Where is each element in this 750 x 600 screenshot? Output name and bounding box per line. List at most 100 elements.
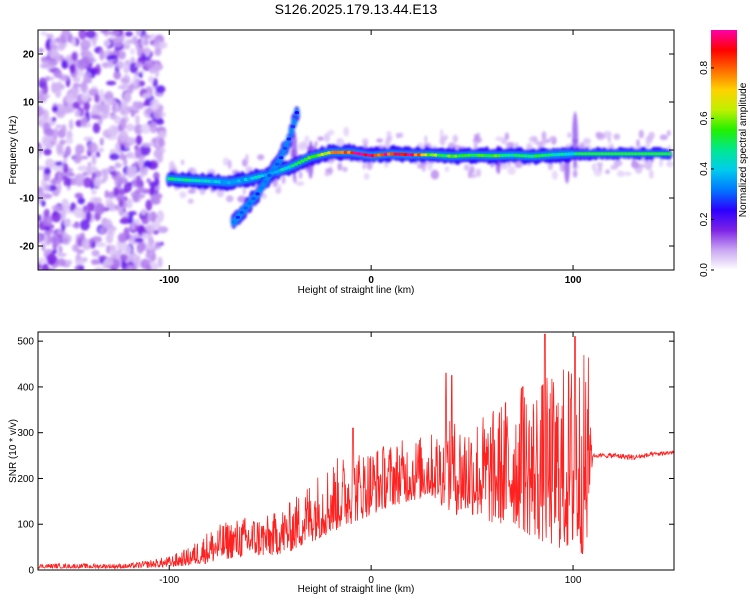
track-core-blob xyxy=(227,181,232,185)
track-core-blob xyxy=(173,177,179,181)
track-core-blob xyxy=(235,215,240,219)
noise-blob xyxy=(38,166,46,171)
noise-blob xyxy=(49,48,57,60)
noise-blob xyxy=(130,48,135,55)
noise-blob xyxy=(41,263,50,270)
noise-blob xyxy=(61,107,71,114)
noise-blob xyxy=(158,130,166,138)
noise-blob xyxy=(155,118,165,126)
snr-x-tick-label: 100 xyxy=(565,575,582,586)
noise-blob xyxy=(62,163,69,174)
halo-blob xyxy=(547,162,554,171)
halo-blob xyxy=(638,129,644,139)
noise-blob xyxy=(109,153,120,161)
track-core-blob xyxy=(275,162,280,166)
track-core-blob xyxy=(590,152,595,156)
track-core-blob xyxy=(606,152,612,156)
halo-blob xyxy=(463,164,470,171)
track-core-blob xyxy=(553,153,558,157)
track-core-blob xyxy=(540,153,545,158)
snr-y-tick-label: 100 xyxy=(17,520,34,531)
halo-blob xyxy=(245,153,249,164)
noise-blob xyxy=(153,61,160,72)
halo-blob xyxy=(298,171,303,179)
track-core-blob xyxy=(420,153,425,157)
noise-blob xyxy=(120,216,129,224)
halo-blob xyxy=(559,163,566,172)
track-mid-blob xyxy=(291,118,297,126)
noise-blob xyxy=(93,176,102,188)
noise-blob xyxy=(38,144,43,155)
track-core-blob xyxy=(253,175,259,179)
halo-blob xyxy=(324,171,330,177)
track-core-blob xyxy=(190,178,195,182)
noise-blob xyxy=(123,158,128,167)
noise-blob xyxy=(83,72,92,84)
halo-blob xyxy=(227,159,232,170)
halo-blob xyxy=(304,135,310,143)
track-core-blob xyxy=(456,154,462,158)
track-core-blob xyxy=(376,153,382,157)
noise-blob xyxy=(153,150,162,159)
track-core-blob xyxy=(433,153,438,157)
noise-blob xyxy=(38,153,42,159)
noise-blob xyxy=(46,33,54,39)
halo-blob xyxy=(507,166,516,175)
noise-blob xyxy=(104,190,109,199)
noise-blob xyxy=(147,211,158,222)
track-core-blob xyxy=(247,177,252,181)
track-core-blob xyxy=(290,125,296,129)
noise-blob xyxy=(126,198,133,209)
snr-series-line xyxy=(38,333,674,570)
noise-blob xyxy=(83,136,94,142)
track-core-blob xyxy=(390,152,395,156)
halo-blob xyxy=(631,160,640,169)
noise-blob xyxy=(138,72,143,79)
track-core-blob xyxy=(310,155,315,159)
track-core-blob xyxy=(576,152,582,156)
noise-blob xyxy=(117,84,129,90)
noise-blob xyxy=(134,124,144,135)
noise-blob xyxy=(126,264,134,270)
track-core-blob xyxy=(546,153,552,157)
track-core-blob xyxy=(167,177,172,181)
track-core-blob xyxy=(177,177,182,182)
track-core-blob xyxy=(230,180,235,184)
noise-blob xyxy=(126,137,135,144)
colorbar-tick-label: 0.6 xyxy=(699,111,710,125)
colorbar-tick-label: 0.2 xyxy=(699,212,710,226)
halo-blob xyxy=(314,141,318,148)
halo-blob xyxy=(645,141,651,148)
noise-blob xyxy=(134,237,144,243)
noise-blob xyxy=(135,114,140,126)
noise-blob xyxy=(45,158,54,169)
colorbar: 0.0 0.2 0.4 0.6 0.8 Normalized spectral ampl… xyxy=(699,30,749,277)
noise-blob xyxy=(47,60,59,66)
noise-blob xyxy=(44,183,50,192)
track-core-blob xyxy=(466,153,472,157)
track-core-blob xyxy=(630,152,635,156)
track-core-blob xyxy=(278,156,284,160)
track-core-blob xyxy=(197,179,202,183)
track-core-blob xyxy=(463,154,468,158)
noise-blob xyxy=(85,30,96,39)
halo-blob xyxy=(237,195,247,203)
track-core-blob xyxy=(596,152,602,156)
noise-blob xyxy=(49,45,58,51)
noise-blob xyxy=(43,148,52,156)
track-core-blob xyxy=(663,152,668,156)
track-core-blob xyxy=(450,154,455,158)
noise-blob xyxy=(80,39,91,50)
halo-blob xyxy=(613,133,621,140)
track-core-blob xyxy=(406,153,412,157)
noise-blob xyxy=(46,253,57,266)
track-core-blob xyxy=(500,153,505,158)
noise-blob xyxy=(144,38,149,46)
halo-blob xyxy=(363,173,370,180)
track-core-blob xyxy=(380,153,385,157)
noise-blob xyxy=(38,191,46,199)
noise-blob xyxy=(135,61,143,68)
noise-blob xyxy=(135,134,143,146)
track-core-blob xyxy=(217,180,222,184)
halo-blob xyxy=(528,137,534,142)
